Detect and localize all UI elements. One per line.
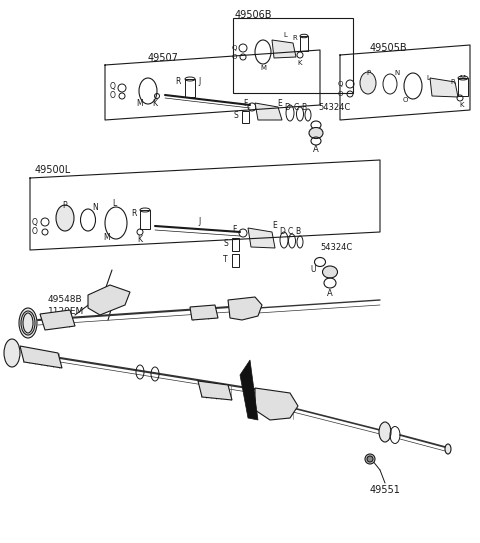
Text: J: J xyxy=(199,78,201,86)
Polygon shape xyxy=(430,78,458,97)
Text: A: A xyxy=(327,289,333,299)
Text: S: S xyxy=(223,238,228,248)
Text: S: S xyxy=(233,111,238,121)
Text: C: C xyxy=(288,228,293,237)
Text: K: K xyxy=(153,98,157,108)
Polygon shape xyxy=(255,103,282,120)
Text: R: R xyxy=(132,209,137,218)
Polygon shape xyxy=(40,310,75,330)
Text: K: K xyxy=(460,102,464,108)
Text: D: D xyxy=(284,104,290,112)
Bar xyxy=(300,36,308,51)
Ellipse shape xyxy=(309,128,323,138)
Text: D: D xyxy=(279,228,285,237)
Text: Q: Q xyxy=(337,81,343,87)
Text: 54324C: 54324C xyxy=(320,243,352,252)
Text: F: F xyxy=(233,224,237,233)
Polygon shape xyxy=(228,297,262,320)
Text: 1129EM: 1129EM xyxy=(48,307,84,317)
Text: O: O xyxy=(403,97,408,103)
Ellipse shape xyxy=(379,422,391,442)
Text: M: M xyxy=(137,98,144,108)
Text: B: B xyxy=(295,228,300,237)
Circle shape xyxy=(367,456,373,462)
Text: J: J xyxy=(199,218,201,226)
Text: R: R xyxy=(176,78,181,86)
Text: M: M xyxy=(104,232,110,242)
Text: N: N xyxy=(92,204,98,212)
Ellipse shape xyxy=(4,339,20,367)
Text: 49505B: 49505B xyxy=(370,43,408,53)
Polygon shape xyxy=(272,40,296,58)
Ellipse shape xyxy=(323,266,337,278)
Polygon shape xyxy=(20,346,62,368)
Text: R: R xyxy=(450,79,455,85)
Text: E: E xyxy=(273,220,277,230)
Text: C: C xyxy=(293,104,299,112)
Text: L: L xyxy=(426,75,430,81)
Text: F: F xyxy=(244,98,248,108)
Ellipse shape xyxy=(19,308,37,338)
Text: O: O xyxy=(32,228,38,237)
Ellipse shape xyxy=(56,205,74,231)
Bar xyxy=(233,18,353,93)
Bar xyxy=(140,210,150,229)
Text: L: L xyxy=(283,32,287,38)
Text: Q: Q xyxy=(232,45,237,51)
Text: E: E xyxy=(277,98,282,108)
Text: M: M xyxy=(260,65,266,71)
Polygon shape xyxy=(248,228,275,248)
Text: 49507: 49507 xyxy=(148,53,179,63)
Polygon shape xyxy=(88,285,130,315)
Text: B: B xyxy=(301,104,307,112)
Text: N: N xyxy=(395,70,400,76)
Text: A: A xyxy=(313,146,319,155)
Bar xyxy=(232,254,239,267)
Bar xyxy=(458,78,468,96)
Polygon shape xyxy=(255,388,298,420)
Text: 49500L: 49500L xyxy=(35,165,71,175)
Ellipse shape xyxy=(445,444,451,454)
Text: 49548B: 49548B xyxy=(48,295,83,305)
Text: Q: Q xyxy=(109,83,115,92)
Text: M: M xyxy=(459,75,465,81)
Text: K: K xyxy=(137,236,143,244)
Text: Q: Q xyxy=(32,218,38,226)
Circle shape xyxy=(365,454,375,464)
Text: 54324C: 54324C xyxy=(318,104,350,112)
Polygon shape xyxy=(190,305,218,320)
Text: L: L xyxy=(112,199,116,207)
Text: U: U xyxy=(310,266,316,275)
Text: O: O xyxy=(232,54,237,60)
Text: P: P xyxy=(366,70,370,76)
Bar xyxy=(242,111,249,123)
Polygon shape xyxy=(240,360,258,420)
Text: 49551: 49551 xyxy=(370,485,400,495)
Text: O: O xyxy=(109,92,115,100)
Text: T: T xyxy=(223,255,228,263)
Bar xyxy=(232,238,239,251)
Text: O: O xyxy=(337,91,343,97)
Text: K: K xyxy=(298,60,302,66)
Text: P: P xyxy=(63,201,67,211)
Text: 49506B: 49506B xyxy=(235,10,273,20)
Text: R: R xyxy=(292,35,297,41)
Polygon shape xyxy=(198,381,232,400)
Ellipse shape xyxy=(360,72,376,94)
Bar xyxy=(185,79,195,97)
